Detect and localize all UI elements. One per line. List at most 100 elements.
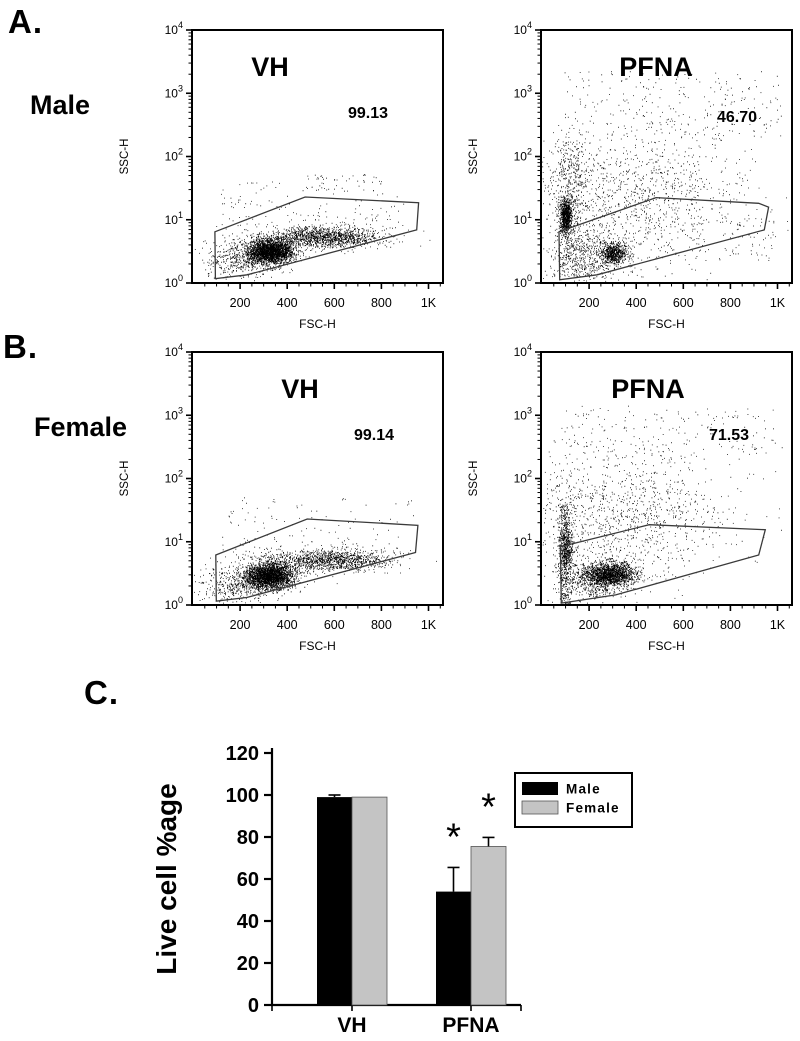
y-axis-title: SSC-H <box>119 139 131 175</box>
x-tick-label: 400 <box>277 618 298 632</box>
bar-female-pfna <box>470 846 507 1006</box>
x-tick-label: 200 <box>579 618 600 632</box>
x-tick-label: 600 <box>673 296 694 310</box>
y-tick-label: 102 <box>165 147 183 164</box>
y-axis-title: SSC-H <box>468 139 480 175</box>
y-axis: 100 101 102 103 104 SSC-H <box>119 342 192 612</box>
y-axis-title: Live cell %age <box>151 783 182 974</box>
y-tick-label: 103 <box>514 405 532 422</box>
x-axis: 200 400 600 800 1K FSC-H <box>204 605 441 653</box>
flow-plot-group: 100 101 102 103 104 SSC-H 200 400 600 800 1K FSC-H P… <box>468 20 793 331</box>
x-axis: 200 400 600 800 1K FSC-H <box>204 283 441 331</box>
y-tick-label: 100 <box>165 273 183 290</box>
y-tick-label: 102 <box>514 469 532 486</box>
y-axis: 100 101 102 103 104 SSC-H <box>119 20 192 290</box>
gate-polygon <box>558 196 770 281</box>
x-tick-label: 200 <box>579 296 600 310</box>
y-tick-label: 40 <box>237 911 259 933</box>
x-tick-label: 400 <box>277 296 298 310</box>
y-tick-label: 103 <box>165 405 183 422</box>
flow-plot-male-pfna: 100 101 102 103 104 SSC-H 200 400 600 800 1K FSC-H P… <box>468 20 793 331</box>
row-label-male: Male <box>30 90 91 120</box>
x-tick-label: 600 <box>324 618 345 632</box>
x-tick-label: 200 <box>230 618 251 632</box>
gate-percent: 71.53 <box>709 427 749 444</box>
x-tick-label: 1K <box>770 296 786 310</box>
plot-frame <box>191 29 444 284</box>
x-tick-label: 400 <box>626 618 647 632</box>
y-tick-label: 102 <box>165 469 183 486</box>
x-axis-title: FSC-H <box>299 639 336 653</box>
y-tick-label: 80 <box>237 827 259 849</box>
bar-chart-group: 0 20 40 60 80 100 120 VH PFNA * * Live cell %age Mal… <box>151 743 633 1037</box>
y-tick-label: 20 <box>237 953 259 975</box>
y-tick-label: 0 <box>248 995 259 1017</box>
legend-swatch-male <box>522 782 558 795</box>
y-tick-label: 104 <box>514 20 532 37</box>
y-axis-title: SSC-H <box>468 461 480 497</box>
gate-percent: 46.70 <box>717 109 757 126</box>
x-tick-label: 800 <box>720 296 741 310</box>
panel-label-c: C. <box>84 674 119 711</box>
bar-male-vh <box>317 797 352 1005</box>
y-tick-label: 101 <box>514 210 532 227</box>
y-tick-label: 103 <box>165 83 183 100</box>
gate-percent: 99.13 <box>348 105 388 122</box>
flow-plot-group: 100 101 102 103 104 SSC-H 200 400 600 800 1K FSC-H V… <box>119 20 444 331</box>
x-tick-label: 1K <box>421 618 437 632</box>
y-tick-label: 100 <box>226 785 259 807</box>
x-tick-label: 1K <box>421 296 437 310</box>
x-axis-title: FSC-H <box>648 639 685 653</box>
y-tick-label: 102 <box>514 147 532 164</box>
y-tick-label: 101 <box>514 532 532 549</box>
legend-label-male: Male <box>566 782 601 797</box>
y-axis: 100 101 102 103 104 SSC-H <box>468 342 541 612</box>
flow-plot-female-pfna: 100 101 102 103 104 SSC-H 200 400 600 800 1K FSC-H P… <box>468 342 793 653</box>
y-axis-title: SSC-H <box>119 461 131 497</box>
x-tick-label: 400 <box>626 296 647 310</box>
gate-polygon <box>215 518 419 602</box>
bar-female-vh <box>351 796 388 1006</box>
category-label: PFNA <box>442 1014 499 1037</box>
x-axis-title: FSC-H <box>648 317 685 331</box>
x-tick-label: 600 <box>673 618 694 632</box>
panel-label-a: A. <box>8 3 43 40</box>
condition-title: PFNA <box>611 374 685 404</box>
condition-title: VH <box>281 374 319 404</box>
gate-polygon <box>214 196 420 280</box>
legend: Male Female <box>514 772 633 828</box>
flow-plot-female-vh: 100 101 102 103 104 SSC-H 200 400 600 800 1K FSC-H V… <box>119 342 444 653</box>
bar-male-pfna <box>436 891 471 1005</box>
x-axis: 200 400 600 800 1K FSC-H <box>553 283 790 331</box>
y-tick-label: 100 <box>514 273 532 290</box>
y-tick-label: 101 <box>165 210 183 227</box>
y-tick-label: 100 <box>514 595 532 612</box>
x-axis-title: FSC-H <box>299 317 336 331</box>
y-tick-label: 101 <box>165 532 183 549</box>
live-cell-bar-chart: 0 20 40 60 80 100 120 VH PFNA * * Live cell %age Mal… <box>151 743 633 1037</box>
row-label-female: Female <box>34 412 128 442</box>
condition-title: VH <box>251 52 289 82</box>
significance-asterisk: * <box>446 816 461 858</box>
y-tick-label: 104 <box>165 342 183 359</box>
y-tick-label: 103 <box>514 83 532 100</box>
category-label: VH <box>337 1014 366 1037</box>
x-tick-label: 800 <box>371 618 392 632</box>
legend-swatch-female <box>521 800 559 815</box>
y-tick-label: 100 <box>165 595 183 612</box>
y-axis: 100 101 102 103 104 SSC-H <box>468 20 541 290</box>
scatter-points <box>194 497 437 604</box>
x-tick-label: 600 <box>324 296 345 310</box>
flow-plot-male-vh: 100 101 102 103 104 SSC-H 200 400 600 800 1K FSC-H V… <box>119 20 444 331</box>
legend-label-female: Female <box>566 801 620 816</box>
gate-polygon <box>559 524 767 604</box>
significance-asterisk: * <box>481 786 496 828</box>
flow-plot-group: 100 101 102 103 104 SSC-H 200 400 600 800 1K FSC-H P… <box>468 342 793 653</box>
y-tick-label: 120 <box>226 743 259 765</box>
x-tick-label: 800 <box>371 296 392 310</box>
y-tick-label: 104 <box>165 20 183 37</box>
x-axis: 200 400 600 800 1K FSC-H <box>553 605 790 653</box>
gate-percent: 99.14 <box>354 427 394 444</box>
x-tick-label: 1K <box>770 618 786 632</box>
